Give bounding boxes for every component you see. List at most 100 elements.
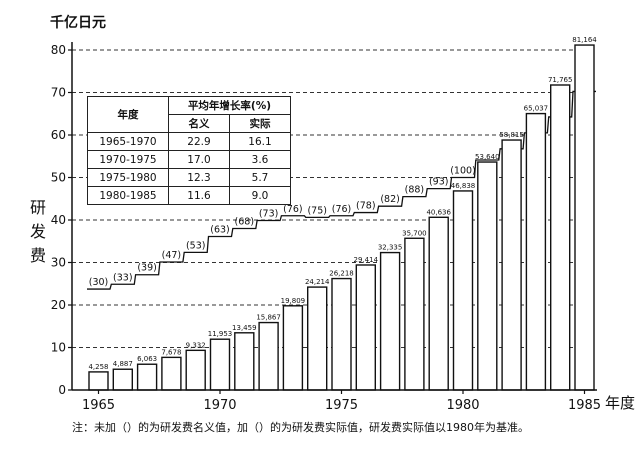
bar bbox=[88, 371, 109, 391]
y-tick-label: 70 bbox=[51, 86, 66, 100]
real-value-label: (75) bbox=[307, 205, 327, 216]
bar-value-label: 24,214 bbox=[305, 278, 330, 286]
bar bbox=[307, 286, 328, 391]
y-tick-label: 80 bbox=[51, 43, 66, 57]
table-cell-nominal: 11.6 bbox=[168, 186, 230, 205]
bar-value-label: 11,953 bbox=[208, 330, 233, 338]
real-value-label: (73) bbox=[259, 209, 279, 220]
table-cell-period: 1975-1980 bbox=[87, 168, 169, 187]
table-cell-period: 1970-1975 bbox=[87, 150, 169, 169]
real-value-label: (78) bbox=[356, 201, 376, 212]
real-value-label: (93) bbox=[429, 177, 449, 188]
real-value-label: (76) bbox=[332, 204, 352, 215]
bar bbox=[428, 216, 449, 391]
y-axis-title-char: 研 bbox=[30, 198, 46, 217]
real-value-label: (82) bbox=[380, 194, 400, 205]
y-axis-title: 研发费 bbox=[30, 198, 46, 265]
bar-value-label: 65,037 bbox=[524, 105, 549, 113]
table-row: 1970-1975 17.0 3.6 bbox=[87, 150, 291, 169]
table-header-nominal: 名义 bbox=[168, 114, 230, 133]
real-value-label: (68) bbox=[235, 217, 255, 228]
bar bbox=[355, 264, 376, 391]
table-row: 1980-1985 11.6 9.0 bbox=[87, 186, 291, 205]
bar-value-label: 13,459 bbox=[232, 324, 257, 332]
bar bbox=[477, 161, 498, 391]
real-value-label: (76) bbox=[283, 204, 303, 215]
table-cell-real: 9.0 bbox=[229, 186, 291, 205]
bar-value-label: 58,815 bbox=[499, 131, 524, 139]
bar bbox=[112, 368, 134, 391]
bar-value-label: 81,164 bbox=[572, 36, 597, 44]
table-cell-nominal: 12.3 bbox=[168, 168, 230, 187]
y-axis: 0 10 20 30 40 50 60 70 80 bbox=[51, 42, 73, 397]
bar-value-label: 4,258 bbox=[88, 363, 108, 371]
bar bbox=[525, 112, 547, 391]
bar bbox=[161, 356, 182, 391]
bar-value-label: 26,218 bbox=[329, 270, 354, 278]
bar-value-label: 53,640 bbox=[475, 153, 500, 161]
bar-value-label: 4,887 bbox=[113, 360, 133, 368]
y-axis-title-char: 费 bbox=[30, 246, 46, 265]
footnote: 注：未加（）的为研发费名义值，加（）的为研发费实际值，研发费实际值以1980年为… bbox=[72, 421, 529, 434]
real-value-label: (63) bbox=[210, 224, 230, 235]
y-tick-label: 20 bbox=[51, 298, 66, 312]
real-value-label: (47) bbox=[162, 250, 182, 261]
real-value-label: (39) bbox=[137, 263, 157, 274]
bar bbox=[136, 363, 158, 391]
table-cell-real: 3.6 bbox=[229, 150, 291, 169]
bar-value-label: 40,636 bbox=[426, 208, 451, 216]
bar bbox=[234, 332, 255, 391]
y-tick-label: 40 bbox=[51, 213, 66, 227]
table-cell-nominal: 17.0 bbox=[168, 150, 230, 169]
bar bbox=[501, 139, 522, 391]
real-value-label: (88) bbox=[405, 185, 425, 196]
bar bbox=[282, 305, 304, 391]
real-value-label: (33) bbox=[113, 272, 133, 283]
bar bbox=[404, 237, 425, 391]
x-tick-label: 1975 bbox=[325, 398, 358, 413]
table-header-period: 年度 bbox=[87, 96, 169, 133]
x-tick-label: 1985 bbox=[568, 398, 601, 413]
table-header-group: 平均年增长率(%) bbox=[168, 96, 291, 115]
table-cell-real: 5.7 bbox=[229, 168, 291, 187]
bar bbox=[574, 44, 595, 391]
y-unit-label: 千亿日元 bbox=[50, 14, 106, 31]
bar bbox=[258, 321, 279, 391]
bar-value-label: 19,809 bbox=[281, 297, 306, 305]
table-cell-period: 1965-1970 bbox=[87, 132, 169, 151]
bar-value-label: 46,838 bbox=[451, 182, 476, 190]
x-unit-label: 年度 bbox=[605, 394, 635, 412]
growth-rate-table: 年度 平均年增长率(%) 名义 实际 1965-1970 22.9 16.1 1… bbox=[87, 96, 291, 205]
x-tick-label: 1980 bbox=[446, 398, 479, 413]
table-cell-real: 16.1 bbox=[229, 132, 291, 151]
y-tick-label: 0 bbox=[58, 383, 66, 397]
bar bbox=[550, 84, 571, 391]
bar bbox=[185, 349, 206, 391]
table-cell-period: 1980-1985 bbox=[87, 186, 169, 205]
x-axis: 1965 1970 1975 1980 1985 bbox=[72, 389, 601, 413]
bar-value-label: 35,700 bbox=[402, 229, 427, 237]
y-tick-label: 10 bbox=[51, 341, 66, 355]
bar-value-label: 32,335 bbox=[378, 244, 403, 252]
real-value-label: (100) bbox=[450, 166, 476, 177]
x-tick-label: 1970 bbox=[203, 398, 236, 413]
table-cell-nominal: 22.9 bbox=[168, 132, 230, 151]
x-tick-label: 1965 bbox=[82, 398, 115, 413]
table-row: 1965-1970 22.9 16.1 bbox=[87, 132, 291, 151]
bar-value-label: 71,765 bbox=[548, 76, 573, 84]
y-tick-label: 50 bbox=[51, 171, 66, 185]
bar-value-label: 9,332 bbox=[186, 341, 206, 349]
table-header-real: 实际 bbox=[229, 114, 291, 133]
table-row: 1975-1980 12.3 5.7 bbox=[87, 168, 291, 187]
bar bbox=[379, 251, 401, 391]
real-value-label: (53) bbox=[186, 240, 206, 251]
y-axis-title-char: 发 bbox=[30, 222, 46, 241]
bar-value-label: 7,678 bbox=[161, 348, 181, 356]
bar-value-label: 15,867 bbox=[256, 314, 281, 322]
bar-value-label: 6,063 bbox=[137, 355, 157, 363]
real-value-label: (30) bbox=[89, 277, 109, 288]
y-tick-label: 30 bbox=[51, 256, 66, 270]
y-tick-label: 60 bbox=[51, 128, 66, 142]
